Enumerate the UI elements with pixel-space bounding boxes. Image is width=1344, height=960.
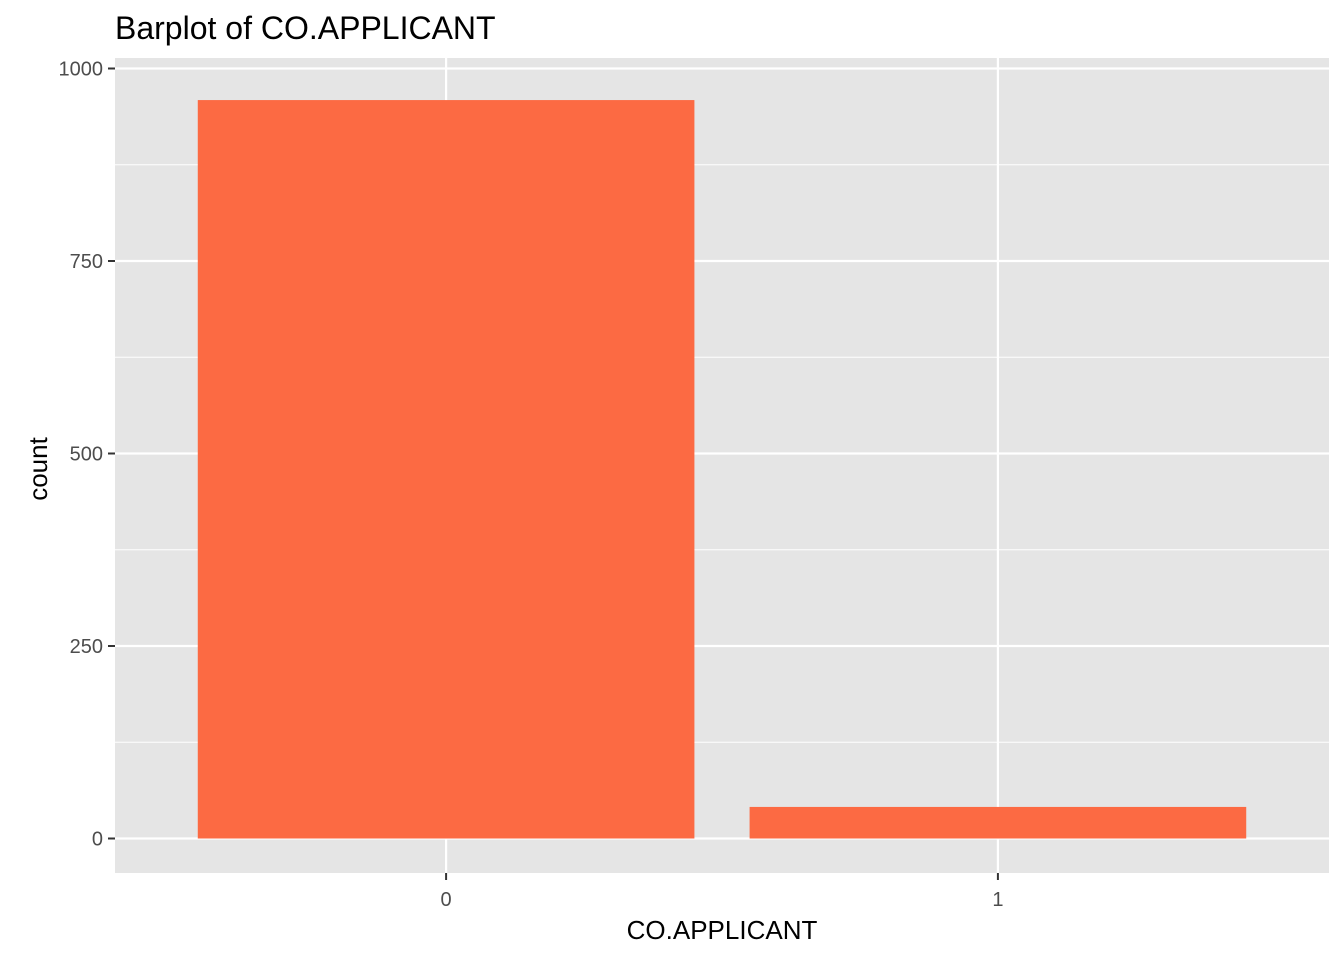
bar-1 [749,806,1247,839]
y-tick-label: 500 [70,444,103,466]
x-tick-label: 0 [441,889,452,911]
x-axis-title: CO.APPLICANT [627,915,818,945]
y-tick-label: 0 [92,829,103,851]
y-tick-label: 1000 [59,59,104,81]
chart-title: Barplot of CO.APPLICANT [115,10,496,46]
bar-0 [197,100,695,839]
y-tick-label: 250 [70,636,103,658]
y-axis-title: count [23,436,53,500]
x-tick-label: 1 [992,889,1003,911]
y-axis: 0 250 500 750 1000 [59,59,115,851]
bars [197,100,1247,839]
y-tick-label: 750 [70,251,103,273]
